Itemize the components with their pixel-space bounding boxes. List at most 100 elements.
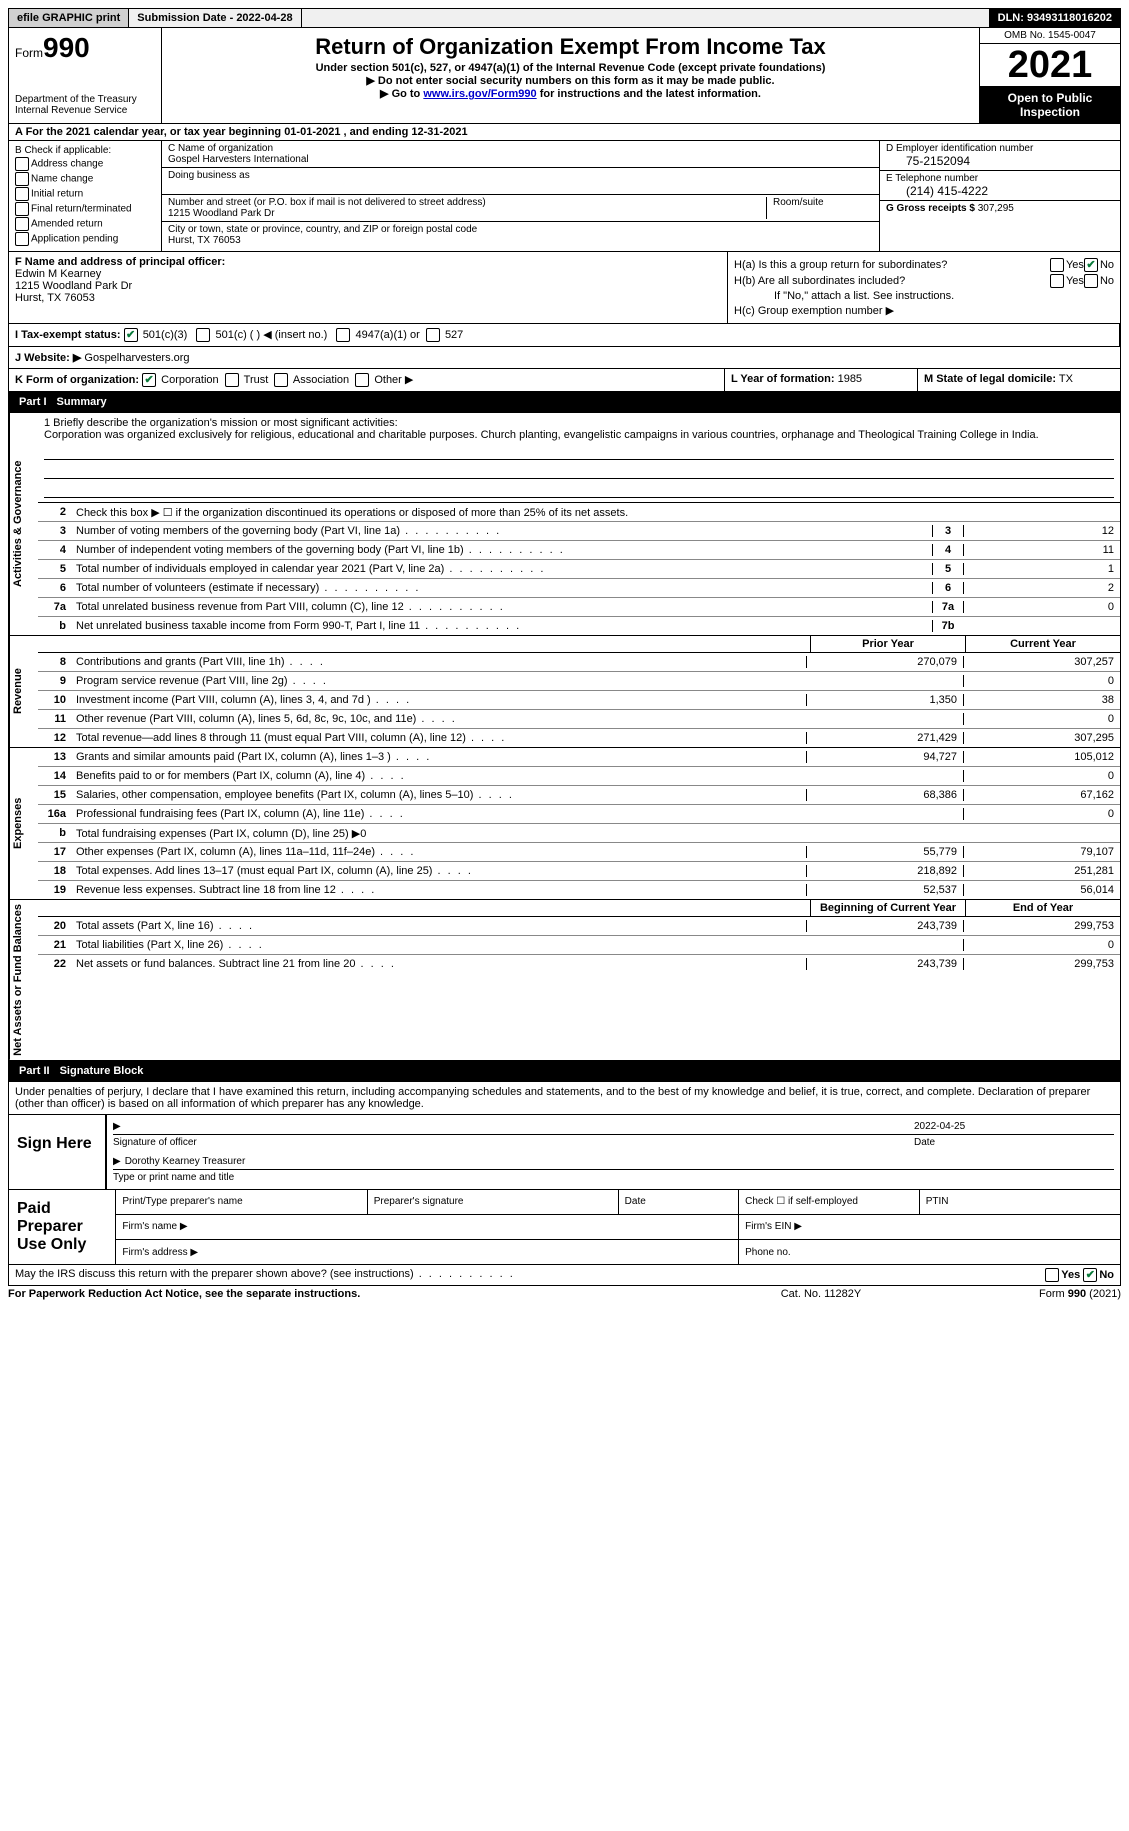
summary-line: bTotal fundraising expenses (Part IX, co… <box>38 824 1120 843</box>
irs-link[interactable]: www.irs.gov/Form990 <box>423 88 536 100</box>
summary-line: 21Total liabilities (Part X, line 26)0 <box>38 936 1120 955</box>
cb-application-pending[interactable]: Application pending <box>15 232 155 246</box>
sig-name-value: Dorothy Kearney Treasurer <box>113 1156 1114 1167</box>
prep-check: Check ☐ if self-employed <box>739 1190 920 1214</box>
cb-final-return[interactable]: Final return/terminated <box>15 202 155 216</box>
cb-address-change[interactable]: Address change <box>15 157 155 171</box>
col-d-ein: D Employer identification number 75-2152… <box>879 141 1120 251</box>
ha-yes[interactable] <box>1050 258 1064 272</box>
efile-label: efile GRAPHIC print <box>9 9 129 27</box>
part2-header: Part II Signature Block <box>8 1061 1121 1082</box>
cb-other[interactable] <box>355 373 369 387</box>
cb-trust[interactable] <box>225 373 239 387</box>
sig-officer-line <box>113 1121 914 1132</box>
cb-501c[interactable] <box>196 328 210 342</box>
summary-line: 4Number of independent voting members of… <box>38 541 1120 560</box>
officer-name: Edwin M Kearney <box>15 268 101 280</box>
cb-association[interactable] <box>274 373 288 387</box>
side-exp: Expenses <box>9 748 38 899</box>
header-middle: Return of Organization Exempt From Incom… <box>162 28 979 123</box>
cb-corporation[interactable] <box>142 373 156 387</box>
cb-501c3[interactable] <box>124 328 138 342</box>
sig-date-label: Date <box>914 1137 1114 1148</box>
mission-text: Corporation was organized exclusively fo… <box>44 429 1114 441</box>
irs-label: Internal Revenue Service <box>15 105 155 116</box>
firm-phone: Phone no. <box>739 1240 1120 1264</box>
city-label: City or town, state or province, country… <box>168 224 873 235</box>
hc-label: H(c) Group exemption number ▶ <box>734 304 894 317</box>
part1-title: Summary <box>57 396 107 408</box>
hb-note: If "No," attach a list. See instructions… <box>734 290 1114 302</box>
sig-name-label: Type or print name and title <box>113 1172 1114 1183</box>
row-j: J Website: ▶ Gospelharvesters.org <box>8 347 1121 369</box>
part2-title: Signature Block <box>60 1065 144 1077</box>
discuss-yes[interactable] <box>1045 1268 1059 1282</box>
summary-line: 8Contributions and grants (Part VIII, li… <box>38 653 1120 672</box>
gross-value: 307,295 <box>978 203 1014 214</box>
prep-print: Print/Type preparer's name <box>116 1190 367 1214</box>
room-label: Room/suite <box>767 197 873 219</box>
paid-preparer-block: Paid Preparer Use Only Print/Type prepar… <box>8 1190 1121 1265</box>
discuss-no[interactable] <box>1083 1268 1097 1282</box>
ha-no[interactable] <box>1084 258 1098 272</box>
side-ag: Activities & Governance <box>9 413 38 635</box>
website-value: Gospelharvesters.org <box>84 352 189 364</box>
summary-line: 3Number of voting members of the governi… <box>38 522 1120 541</box>
officer-addr2: Hurst, TX 76053 <box>15 292 95 304</box>
phone-value: (214) 415-4222 <box>886 184 1114 198</box>
org-name-label: C Name of organization <box>168 143 873 154</box>
cb-amended-return[interactable]: Amended return <box>15 217 155 231</box>
cb-527[interactable] <box>426 328 440 342</box>
cb-4947[interactable] <box>336 328 350 342</box>
addr-label: Number and street (or P.O. box if mail i… <box>168 197 760 208</box>
form-foot: Form 990 (2021) <box>921 1288 1121 1300</box>
summary-line: 7aTotal unrelated business revenue from … <box>38 598 1120 617</box>
line2-text: Check this box ▶ ☐ if the organization d… <box>72 504 1120 521</box>
officer-addr1: 1215 Woodland Park Dr <box>15 280 132 292</box>
prep-date: Date <box>618 1190 738 1214</box>
discuss-row: May the IRS discuss this return with the… <box>8 1265 1121 1286</box>
summary-line: 16aProfessional fundraising fees (Part I… <box>38 805 1120 824</box>
cb-name-change[interactable]: Name change <box>15 172 155 186</box>
omb-number: OMB No. 1545-0047 <box>980 28 1120 44</box>
pra-notice: For Paperwork Reduction Act Notice, see … <box>8 1288 721 1300</box>
hb-no[interactable] <box>1084 274 1098 288</box>
summary-line: 22Net assets or fund balances. Subtract … <box>38 955 1120 973</box>
top-bar: efile GRAPHIC print Submission Date - 20… <box>8 8 1121 28</box>
row-klm: K Form of organization: Corporation Trus… <box>8 369 1121 392</box>
row-a-tax-year: A For the 2021 calendar year, or tax yea… <box>8 124 1121 141</box>
summary-line: 15Salaries, other compensation, employee… <box>38 786 1120 805</box>
l-value: 1985 <box>838 373 862 385</box>
summary-line: 13Grants and similar amounts paid (Part … <box>38 748 1120 767</box>
hb-yes[interactable] <box>1050 274 1064 288</box>
phone-label: E Telephone number <box>886 173 1114 184</box>
hb-label: H(b) Are all subordinates included? <box>734 275 1050 287</box>
dba-label: Doing business as <box>168 170 873 181</box>
signature-declaration: Under penalties of perjury, I declare th… <box>8 1082 1121 1115</box>
firm-addr: Firm's address ▶ <box>116 1240 738 1264</box>
cat-no: Cat. No. 11282Y <box>721 1288 921 1300</box>
summary-line: 11Other revenue (Part VIII, column (A), … <box>38 710 1120 729</box>
summary-line: bNet unrelated business taxable income f… <box>38 617 1120 635</box>
summary-line: 9Program service revenue (Part VIII, lin… <box>38 672 1120 691</box>
row-i: I Tax-exempt status: 501(c)(3) 501(c) ( … <box>8 324 1121 347</box>
col-beg: Beginning of Current Year <box>810 900 965 916</box>
f-label: F Name and address of principal officer: <box>15 256 225 268</box>
firm-name: Firm's name ▶ <box>116 1214 738 1239</box>
m-label: M State of legal domicile: <box>924 373 1056 385</box>
form-prefix: Form <box>15 46 43 60</box>
summary-line: 12Total revenue—add lines 8 through 11 (… <box>38 729 1120 747</box>
cb-initial-return[interactable]: Initial return <box>15 187 155 201</box>
form-number: 990 <box>43 32 90 63</box>
page-footer: For Paperwork Reduction Act Notice, see … <box>8 1286 1121 1300</box>
net-assets-section: Net Assets or Fund Balances Beginning of… <box>8 900 1121 1061</box>
section-bcde: B Check if applicable: Address change Na… <box>8 141 1121 252</box>
activities-governance-section: Activities & Governance 1 Briefly descri… <box>8 413 1121 636</box>
revenue-section: Revenue Prior Year Current Year 8Contrib… <box>8 636 1121 748</box>
col-f-officer: F Name and address of principal officer:… <box>9 252 727 323</box>
j-label: J Website: ▶ <box>15 352 81 364</box>
side-na: Net Assets or Fund Balances <box>9 900 38 1060</box>
part1-num: Part I <box>17 394 57 410</box>
col-end: End of Year <box>965 900 1120 916</box>
form-header: Form990 Department of the Treasury Inter… <box>8 28 1121 124</box>
